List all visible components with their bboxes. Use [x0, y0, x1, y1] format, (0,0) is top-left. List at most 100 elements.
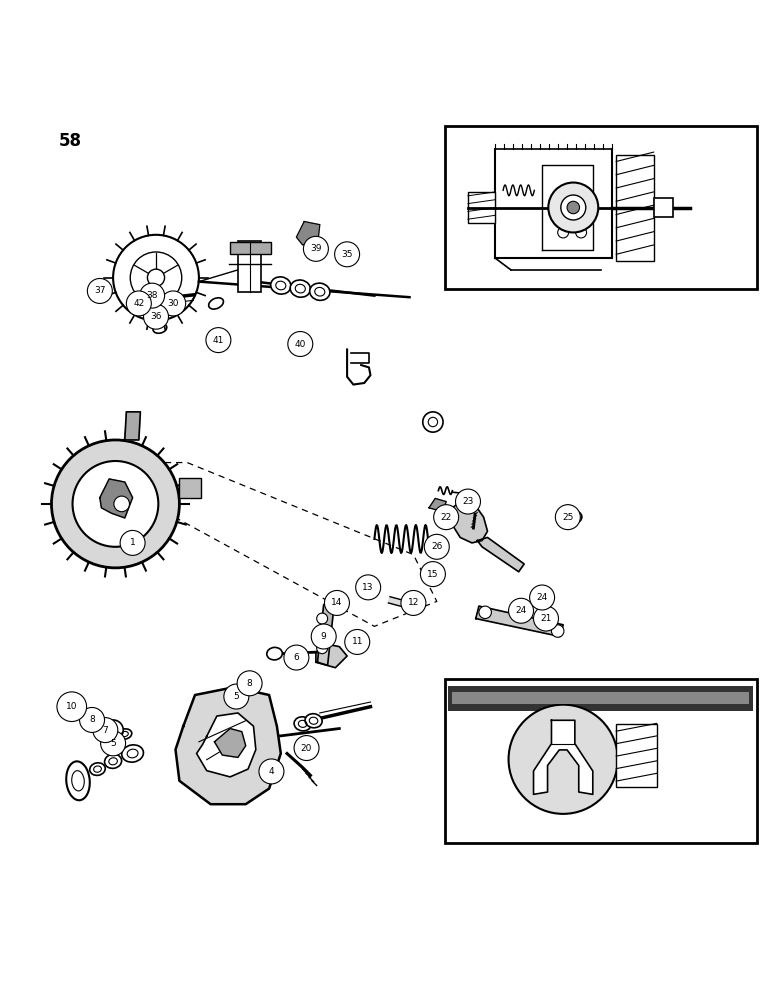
Bar [179, 478, 201, 498]
Text: 40: 40 [295, 340, 306, 349]
Circle shape [324, 590, 349, 615]
Bar [238, 241, 261, 292]
Text: 22: 22 [441, 513, 452, 522]
Circle shape [101, 731, 126, 756]
Circle shape [479, 606, 491, 619]
Circle shape [509, 705, 618, 814]
Polygon shape [451, 500, 488, 543]
Circle shape [237, 671, 262, 696]
Polygon shape [197, 713, 256, 777]
Text: 10: 10 [66, 702, 77, 711]
Circle shape [561, 195, 586, 220]
Circle shape [576, 227, 587, 238]
Ellipse shape [566, 511, 582, 523]
Text: 1: 1 [129, 538, 136, 547]
Circle shape [401, 590, 426, 615]
Text: 12: 12 [408, 598, 419, 607]
Polygon shape [100, 479, 133, 518]
Polygon shape [215, 729, 246, 757]
Circle shape [288, 332, 313, 356]
Text: 13: 13 [363, 583, 374, 592]
Circle shape [356, 575, 381, 600]
Ellipse shape [122, 745, 144, 762]
Circle shape [206, 328, 231, 353]
Text: 5: 5 [233, 692, 239, 701]
Circle shape [144, 304, 168, 329]
Text: 41: 41 [213, 336, 224, 345]
Ellipse shape [537, 608, 555, 622]
Circle shape [87, 278, 112, 303]
Ellipse shape [310, 283, 330, 300]
Text: 9: 9 [321, 632, 327, 641]
Ellipse shape [66, 761, 90, 800]
Bar [468, 192, 495, 223]
Circle shape [420, 562, 445, 587]
Circle shape [335, 242, 360, 267]
Ellipse shape [305, 714, 322, 728]
Text: 24: 24 [537, 593, 548, 602]
Bar [230, 242, 271, 254]
Ellipse shape [105, 754, 122, 768]
Circle shape [73, 461, 158, 547]
Circle shape [113, 235, 199, 321]
Ellipse shape [512, 601, 530, 615]
Bar [616, 724, 657, 787]
Text: 37: 37 [94, 286, 105, 295]
Ellipse shape [118, 729, 132, 739]
Bar [616, 155, 654, 261]
Ellipse shape [557, 510, 576, 524]
Text: 14: 14 [332, 598, 342, 607]
Polygon shape [476, 606, 563, 637]
Polygon shape [477, 537, 524, 572]
Circle shape [317, 643, 328, 654]
Bar [448, 686, 753, 711]
Circle shape [147, 269, 165, 286]
Circle shape [555, 505, 580, 530]
Text: 26: 26 [431, 542, 442, 551]
Circle shape [576, 186, 587, 197]
Circle shape [126, 291, 151, 316]
Text: 8: 8 [89, 715, 95, 724]
Circle shape [140, 283, 165, 308]
Ellipse shape [533, 588, 551, 602]
Ellipse shape [560, 505, 576, 518]
Ellipse shape [90, 763, 105, 775]
Circle shape [80, 707, 105, 732]
Polygon shape [388, 597, 413, 609]
Bar [452, 692, 749, 704]
Text: 30: 30 [168, 299, 179, 308]
Circle shape [161, 291, 186, 316]
Circle shape [558, 227, 569, 238]
Circle shape [259, 759, 284, 784]
Circle shape [303, 236, 328, 261]
Text: 6: 6 [293, 653, 300, 662]
Circle shape [424, 534, 449, 559]
Circle shape [345, 629, 370, 654]
Circle shape [530, 585, 555, 610]
Circle shape [114, 496, 129, 512]
Text: 36: 36 [151, 312, 161, 321]
Circle shape [311, 624, 336, 649]
Circle shape [103, 720, 123, 740]
Text: 35: 35 [342, 250, 353, 259]
Circle shape [548, 183, 598, 232]
Circle shape [509, 598, 534, 623]
Polygon shape [429, 498, 446, 512]
Circle shape [93, 718, 118, 743]
Bar [654, 198, 673, 217]
Polygon shape [176, 687, 281, 804]
Circle shape [434, 505, 459, 530]
Circle shape [534, 606, 558, 631]
Circle shape [284, 645, 309, 670]
Text: 39: 39 [310, 244, 321, 253]
Circle shape [551, 625, 564, 637]
Text: 58: 58 [58, 132, 81, 150]
Text: 11: 11 [352, 637, 363, 646]
Text: 42: 42 [133, 299, 144, 308]
Circle shape [317, 613, 328, 624]
Text: 15: 15 [427, 570, 438, 579]
Text: 25: 25 [562, 513, 573, 522]
Polygon shape [316, 644, 347, 668]
Circle shape [567, 201, 580, 214]
Circle shape [51, 440, 179, 568]
